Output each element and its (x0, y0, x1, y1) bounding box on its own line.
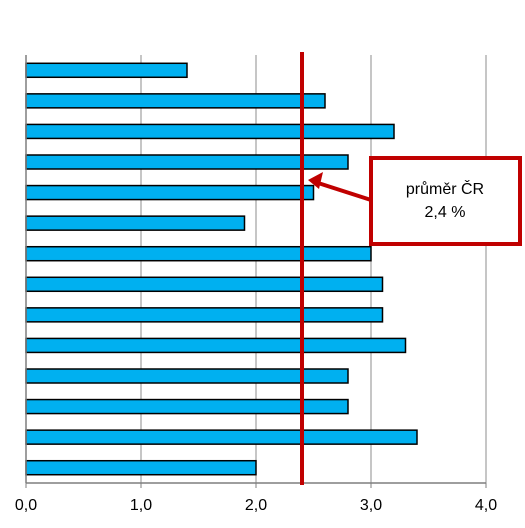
bar (25, 429, 418, 445)
bar (25, 337, 407, 354)
annotation-arrowhead (308, 172, 323, 189)
annotation-box (369, 156, 522, 246)
gridlines (140, 55, 487, 483)
bars (25, 62, 418, 476)
annotation-arrow (314, 180, 372, 202)
bar (25, 154, 349, 170)
bar (25, 276, 384, 293)
bar (25, 368, 349, 384)
annotation-value: 2,4 % (425, 204, 466, 221)
bar (25, 307, 384, 323)
bar (25, 398, 349, 415)
x-axis: 0,0 1,0 2,0 3,0 4,0 (15, 55, 497, 514)
bar (25, 184, 315, 201)
bar (25, 215, 246, 231)
bar (25, 93, 326, 109)
x-tick-label: 1,0 (130, 497, 152, 514)
bar (25, 245, 372, 262)
x-tick-label: 4,0 (475, 497, 497, 514)
annotation-group: průměr ČR 2,4 % (308, 156, 522, 246)
bar (25, 459, 257, 476)
x-tick-label: 2,0 (245, 497, 267, 514)
x-tick-label: 3,0 (360, 497, 382, 514)
bar (25, 123, 395, 140)
annotation-label: průměr ČR (406, 179, 484, 198)
bar (25, 62, 188, 79)
x-tick-label: 0,0 (15, 497, 37, 514)
